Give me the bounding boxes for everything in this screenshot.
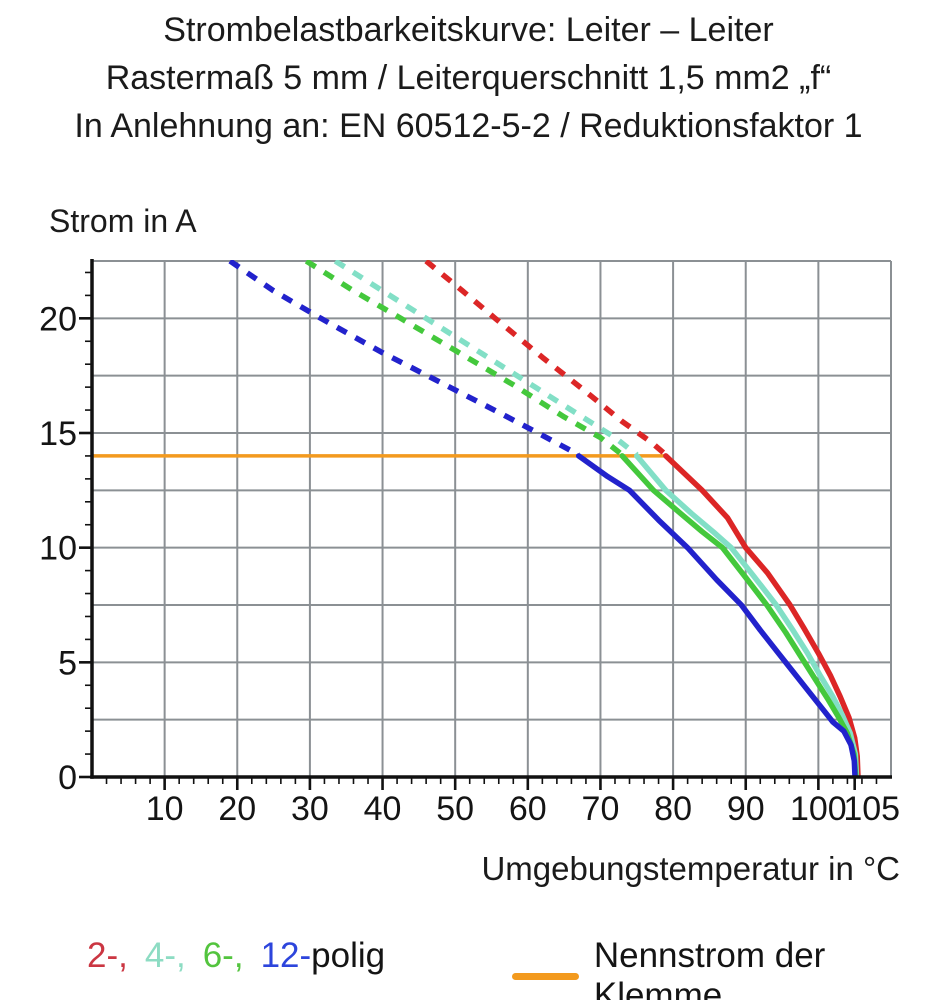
nennstrom-line-swatch xyxy=(512,972,579,980)
legend-polig-suffix: polig xyxy=(311,936,386,975)
x-tick-label: 80 xyxy=(654,790,692,828)
curves-group xyxy=(92,260,861,778)
title-line-2: Rastermaß 5 mm / Leiterquerschnitt 1,5 m… xyxy=(105,59,832,97)
y-tick-label: 5 xyxy=(58,644,77,682)
legend-item-2polig: 2-, xyxy=(87,936,128,975)
x-tick-label: 30 xyxy=(291,790,329,828)
curve-4polig-solid xyxy=(634,453,860,778)
curve-2polig-dashed xyxy=(424,260,668,457)
x-tick-label: 70 xyxy=(582,790,620,828)
legend-item-12polig-group: 12- polig xyxy=(261,936,386,976)
curve-4polig-dashed xyxy=(333,260,639,457)
title-line-3: In Anlehnung an: EN 60512-5-2 / Reduktio… xyxy=(74,107,863,145)
curve-12polig-solid xyxy=(575,453,858,778)
legend-poles: 2-, 4-, 6-, 12- polig xyxy=(87,936,385,976)
y-tick-label: 0 xyxy=(58,759,77,797)
legend-nennstrom: Nennstrom der Klemme xyxy=(512,936,937,1000)
y-tick-label: 10 xyxy=(39,530,77,568)
curve-6polig-solid xyxy=(619,453,859,778)
legend-item-4polig: 4-, xyxy=(144,936,186,975)
title-line-1: Strombelastbarkeitskurve: Leiter – Leite… xyxy=(163,11,774,49)
legend-item-12polig: 12- xyxy=(260,936,312,975)
curve-12polig-dashed xyxy=(228,260,580,458)
legend-nennstrom-label: Nennstrom der Klemme xyxy=(593,936,826,1000)
y-axis-title: Strom in A xyxy=(49,203,197,239)
x-tick-label: 10 xyxy=(146,790,184,828)
x-tick-label: 20 xyxy=(218,790,256,828)
x-tick-label: 50 xyxy=(436,790,474,828)
x-tick-label: 90 xyxy=(727,790,765,828)
x-tick-label: 60 xyxy=(509,790,547,828)
legend-item-6polig: 6-, xyxy=(202,936,244,975)
y-tick-label: 15 xyxy=(39,415,77,453)
x-axis-title: Umgebungstemperatur in °C xyxy=(481,850,900,887)
chart-title-block: Strombelastbarkeitskurve: Leiter – Leite… xyxy=(0,6,937,150)
x-tick-label: 100 xyxy=(790,790,847,828)
curve-6polig-dashed xyxy=(304,260,624,457)
x-tick-label: 40 xyxy=(364,790,402,828)
x-tick-label: 105 xyxy=(843,790,900,828)
curve-2polig-solid xyxy=(663,453,861,778)
y-tick-label: 20 xyxy=(39,300,77,338)
